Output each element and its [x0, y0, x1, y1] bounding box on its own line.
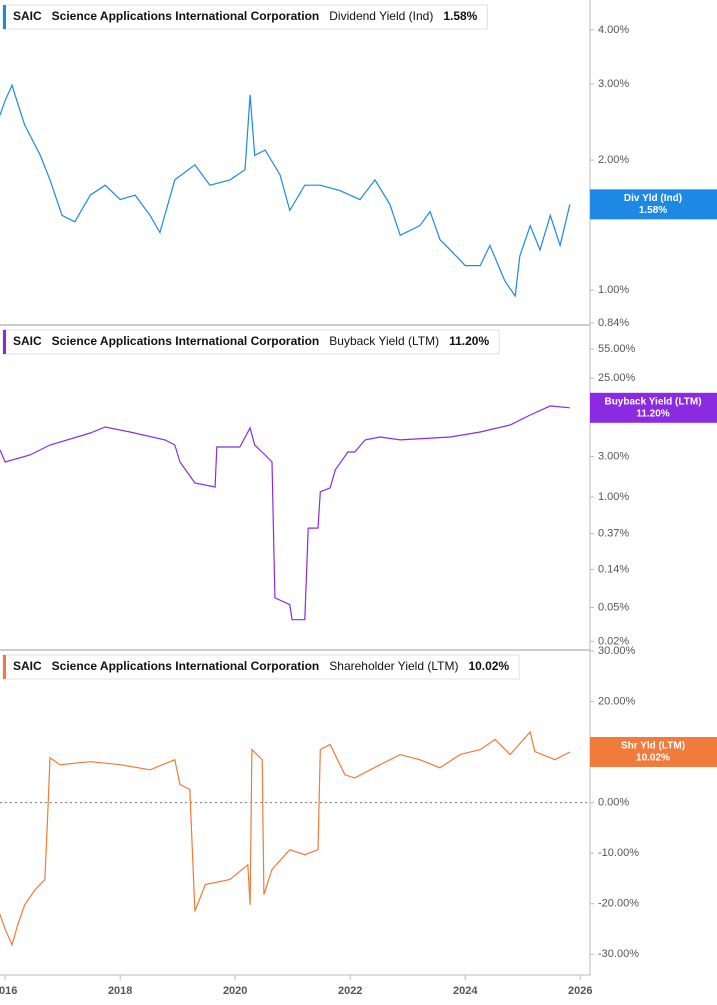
current-value: 10.02% — [468, 659, 509, 673]
header-box — [2, 654, 520, 680]
x-tick-label: 2026 — [568, 985, 592, 997]
header-box — [2, 329, 500, 355]
value-badge — [590, 392, 717, 423]
y-tick-label: 0.14% — [598, 563, 629, 575]
header-accent — [3, 330, 6, 354]
x-tick-label: 2022 — [338, 985, 362, 997]
ticker: SAIC — [13, 334, 42, 348]
y-tick-label: 25.00% — [598, 372, 636, 384]
y-tick-label: 0.00% — [598, 797, 629, 809]
header-box — [2, 4, 488, 30]
company-name: Science Applications International Corpo… — [52, 334, 320, 348]
y-tick-label: 20.00% — [598, 695, 636, 707]
y-tick-label: 1.00% — [598, 284, 629, 296]
y-tick-label: 30.00% — [598, 645, 636, 657]
header-accent — [3, 655, 6, 679]
data-line — [0, 730, 571, 947]
company-name: Science Applications International Corpo… — [52, 659, 320, 673]
x-tick-label: 2020 — [223, 985, 247, 997]
x-tick-label: 2018 — [108, 985, 132, 997]
badge-value: 1.58% — [639, 205, 667, 216]
y-tick-label: -30.00% — [598, 948, 639, 960]
y-tick-label: 2.00% — [598, 154, 629, 166]
header-accent — [3, 5, 6, 29]
y-tick-label: 3.00% — [598, 450, 629, 462]
x-tick-label: 2024 — [453, 985, 478, 997]
metric-name: Shareholder Yield (LTM) — [329, 659, 458, 673]
x-tick-label: 2016 — [0, 985, 17, 997]
ticker: SAIC — [13, 9, 42, 23]
current-value: 1.58% — [443, 9, 477, 23]
y-tick-label: 4.00% — [598, 24, 629, 36]
data-line — [0, 405, 570, 621]
y-tick-label: 0.84% — [598, 317, 629, 329]
ticker: SAIC — [13, 659, 42, 673]
badge-value: 10.02% — [636, 753, 670, 764]
badge-name: Shr Yld (LTM) — [621, 741, 685, 752]
value-badge — [590, 189, 717, 220]
value-badge — [590, 737, 717, 768]
metric-name: Dividend Yield (Ind) — [329, 9, 433, 23]
y-tick-label: 3.00% — [598, 78, 629, 90]
y-tick-label: -10.00% — [598, 847, 639, 859]
y-tick-label: 0.05% — [598, 601, 629, 613]
data-line — [0, 83, 571, 298]
y-tick-label: -20.00% — [598, 898, 639, 910]
y-tick-label: 1.00% — [598, 491, 629, 503]
company-name: Science Applications International Corpo… — [52, 9, 320, 23]
metric-name: Buyback Yield (LTM) — [329, 334, 439, 348]
current-value: 11.20% — [449, 334, 489, 348]
y-tick-label: 0.37% — [598, 528, 629, 540]
y-tick-label: 0.02% — [598, 635, 629, 647]
badge-name: Buyback Yield (LTM) — [604, 396, 701, 407]
y-tick-label: 55.00% — [598, 343, 636, 355]
badge-name: Div Yld (Ind) — [624, 193, 682, 204]
badge-value: 11.20% — [636, 408, 669, 419]
